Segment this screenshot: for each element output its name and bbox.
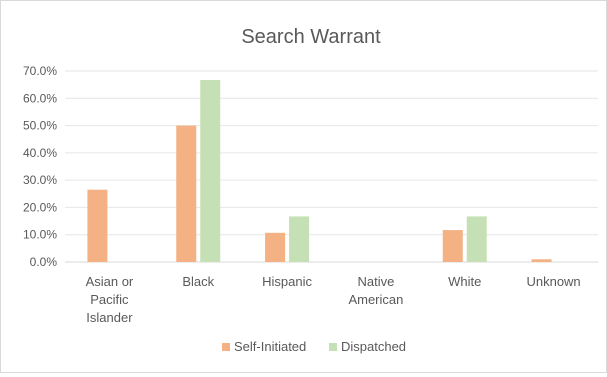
y-axis: 0.0% 10.0% 20.0% 30.0% 40.0% 50.0% 60.0% 70.0% — [23, 64, 57, 269]
bar-dispatched — [466, 216, 487, 262]
x-tick-label: Native American — [348, 274, 403, 307]
y-tick-label: 50.0% — [23, 119, 57, 133]
y-tick-label: 40.0% — [23, 146, 57, 160]
x-axis: Asian or Pacific Islander Black Hispanic Nati… — [86, 274, 581, 325]
y-tick-label: 20.0% — [23, 200, 57, 214]
x-tick-label: White — [448, 274, 481, 289]
bar-self-initiated — [176, 125, 197, 262]
legend-label: Dispatched — [341, 339, 406, 354]
bar-dispatched — [200, 80, 221, 262]
y-tick-label: 10.0% — [23, 228, 57, 242]
bars — [87, 80, 552, 262]
bar-self-initiated — [531, 259, 552, 262]
y-tick-label: 60.0% — [23, 91, 57, 105]
bar-self-initiated — [442, 230, 463, 262]
legend-swatch — [329, 343, 337, 351]
y-tick-label: 30.0% — [23, 173, 57, 187]
x-tick-label: Asian or Pacific Islander — [86, 274, 134, 325]
gridlines — [65, 70, 598, 263]
x-tick-label: Unknown — [526, 274, 580, 289]
legend-label: Self-Initiated — [234, 339, 306, 354]
bar-self-initiated — [87, 189, 108, 262]
bar-self-initiated — [265, 232, 286, 262]
chart-title: Search Warrant — [241, 26, 381, 48]
legend-swatch — [222, 343, 230, 351]
y-tick-label: 70.0% — [23, 64, 57, 78]
x-tick-label: Hispanic — [262, 274, 312, 289]
x-tick-label: Black — [182, 274, 214, 289]
legend: Self-Initiated Dispatched — [222, 339, 406, 354]
y-tick-label: 0.0% — [30, 255, 58, 269]
bar-dispatched — [289, 216, 310, 262]
